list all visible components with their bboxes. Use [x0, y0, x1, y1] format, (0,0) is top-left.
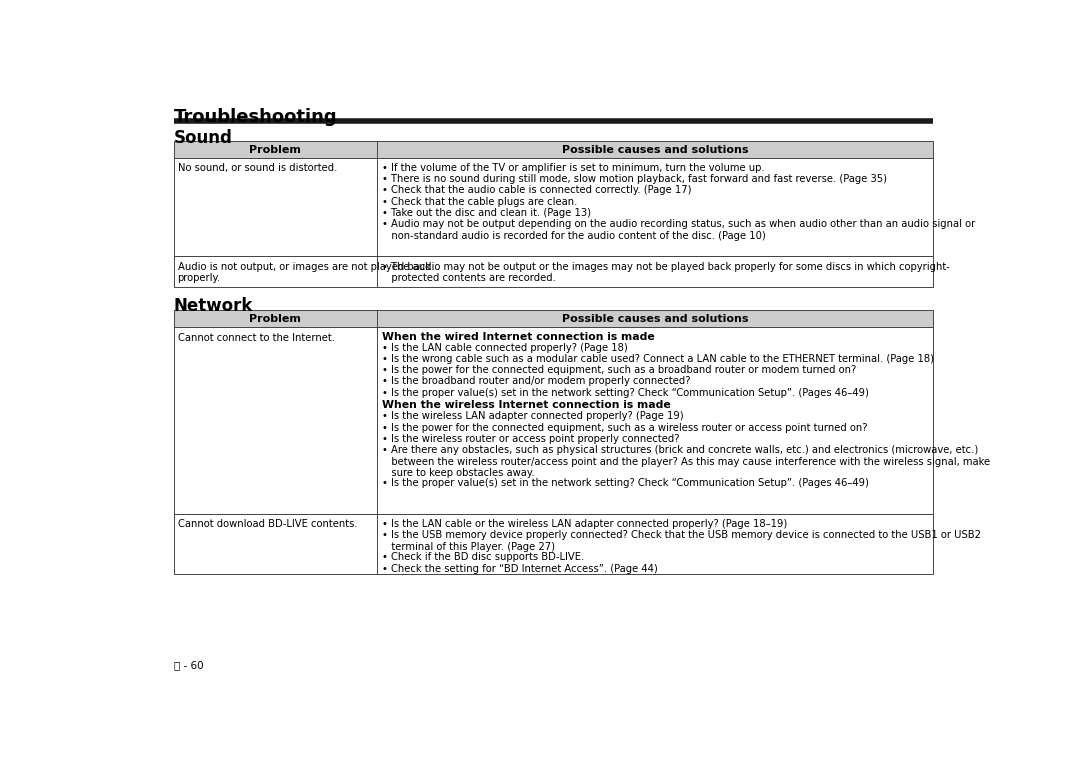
- Text: • The audio may not be output or the images may not be played back properly for : • The audio may not be output or the ima…: [382, 262, 950, 283]
- Text: • Check the setting for “BD Internet Access”. (Page 44): • Check the setting for “BD Internet Acc…: [382, 564, 658, 574]
- Text: ⓕ - 60: ⓕ - 60: [174, 660, 203, 670]
- Text: Troubleshooting: Troubleshooting: [174, 108, 337, 127]
- Text: • There is no sound during still mode, slow motion playback, fast forward and fa: • There is no sound during still mode, s…: [382, 174, 888, 185]
- Bar: [174, 327, 933, 513]
- Text: • Is the wireless LAN adapter connected properly? (Page 19): • Is the wireless LAN adapter connected …: [382, 411, 684, 421]
- Text: • Check that the cable plugs are clean.: • Check that the cable plugs are clean.: [382, 197, 578, 207]
- Text: Cannot download BD-LIVE contents.: Cannot download BD-LIVE contents.: [177, 519, 357, 529]
- Text: When the wired Internet connection is made: When the wired Internet connection is ma…: [382, 332, 654, 342]
- Bar: [174, 158, 933, 256]
- Text: • Is the LAN cable connected properly? (Page 18): • Is the LAN cable connected properly? (…: [382, 343, 627, 353]
- Text: • Is the power for the connected equipment, such as a wireless router or access : • Is the power for the connected equipme…: [382, 423, 867, 433]
- Text: • Audio may not be output depending on the audio recording status, such as when : • Audio may not be output depending on t…: [382, 219, 975, 240]
- Text: • Are there any obstacles, such as physical structures (brick and concrete walls: • Are there any obstacles, such as physi…: [382, 445, 990, 478]
- Text: When the wireless Internet connection is made: When the wireless Internet connection is…: [382, 401, 671, 410]
- Text: • Is the power for the connected equipment, such as a broadband router or modem : • Is the power for the connected equipme…: [382, 365, 856, 375]
- Text: • Is the USB memory device properly connected? Check that the USB memory device : • Is the USB memory device properly conn…: [382, 530, 982, 552]
- Text: Audio is not output, or images are not played back
properly.: Audio is not output, or images are not p…: [177, 262, 431, 283]
- Text: Problem: Problem: [249, 145, 301, 155]
- Text: Sound: Sound: [174, 128, 232, 146]
- Text: Cannot connect to the Internet.: Cannot connect to the Internet.: [177, 333, 335, 343]
- Text: • Is the proper value(s) set in the network setting? Check “Communication Setup”: • Is the proper value(s) set in the netw…: [382, 388, 869, 398]
- Text: • Take out the disc and clean it. (Page 13): • Take out the disc and clean it. (Page …: [382, 208, 591, 217]
- Text: Possible causes and solutions: Possible causes and solutions: [562, 145, 748, 155]
- Text: • Is the proper value(s) set in the network setting? Check “Communication Setup”: • Is the proper value(s) set in the netw…: [382, 478, 869, 488]
- Text: • Check if the BD disc supports BD-LIVE.: • Check if the BD disc supports BD-LIVE.: [382, 552, 584, 562]
- Bar: [174, 513, 933, 574]
- Text: Problem: Problem: [249, 314, 301, 324]
- Bar: [174, 256, 933, 287]
- Text: • Is the wireless router or access point properly connected?: • Is the wireless router or access point…: [382, 434, 679, 444]
- Text: Network: Network: [174, 297, 253, 315]
- Text: No sound, or sound is distorted.: No sound, or sound is distorted.: [177, 163, 337, 173]
- Text: • Check that the audio cable is connected correctly. (Page 17): • Check that the audio cable is connecte…: [382, 185, 691, 195]
- Text: • If the volume of the TV or amplifier is set to minimum, turn the volume up.: • If the volume of the TV or amplifier i…: [382, 163, 765, 173]
- Text: • Is the wrong cable such as a modular cable used? Connect a LAN cable to the ET: • Is the wrong cable such as a modular c…: [382, 354, 934, 364]
- Bar: [174, 311, 933, 327]
- Text: • Is the broadband router and/or modem properly connected?: • Is the broadband router and/or modem p…: [382, 376, 691, 387]
- Text: • Is the LAN cable or the wireless LAN adapter connected properly? (Page 18–19): • Is the LAN cable or the wireless LAN a…: [382, 519, 787, 529]
- Bar: [174, 141, 933, 158]
- Text: Possible causes and solutions: Possible causes and solutions: [562, 314, 748, 324]
